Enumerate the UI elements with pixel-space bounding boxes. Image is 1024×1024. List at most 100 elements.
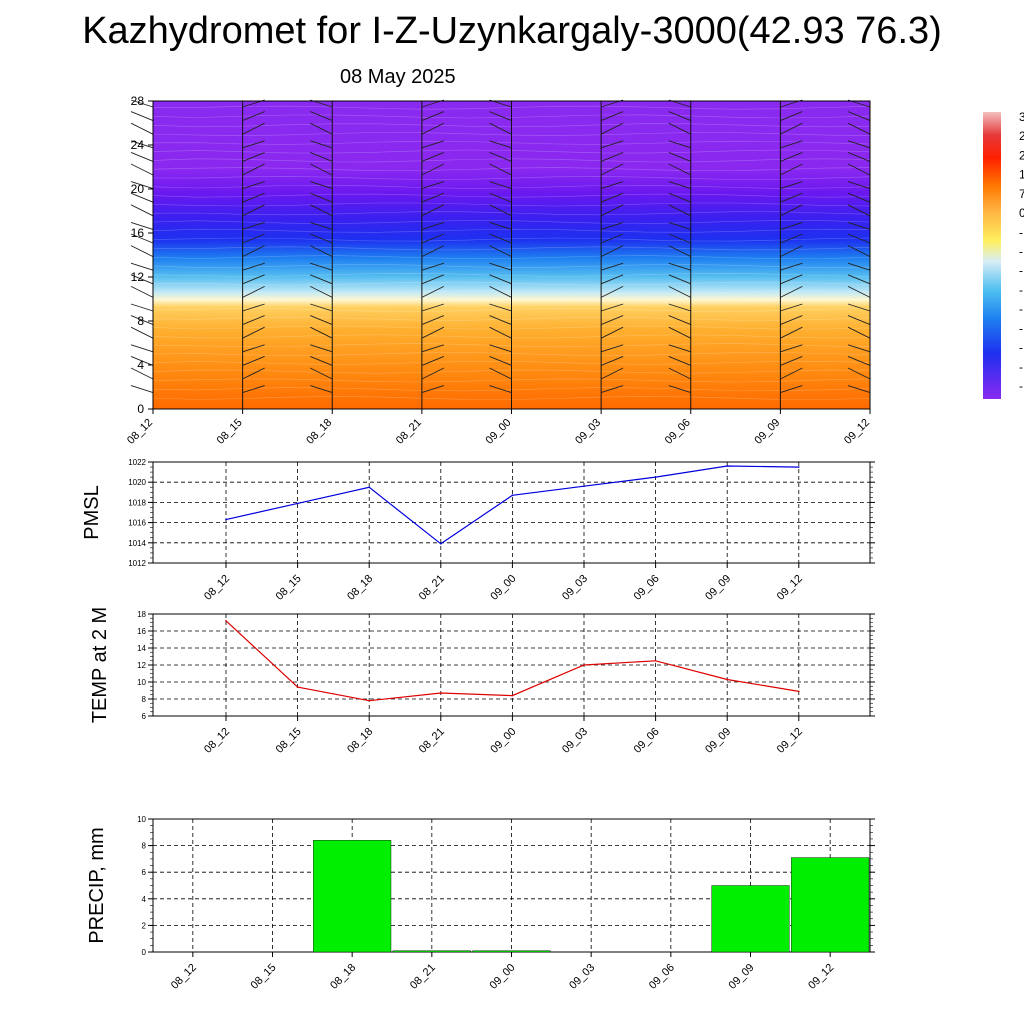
barb-flag (310, 111, 333, 122)
colorbar-label: 0 (1019, 206, 1024, 220)
barb-flag (421, 344, 445, 353)
barb-flag (489, 344, 512, 353)
barb-flag (780, 181, 803, 190)
barb-flag (847, 385, 871, 394)
barb-flag (130, 111, 154, 122)
precip-panel: 0 2 4 6 8 10 08_12 08_15 08_18 08_21 09_00 09_03 09_… (86, 815, 875, 992)
barb-flag (489, 204, 512, 217)
y-tick-label: 4 (137, 358, 144, 372)
x-tick-label: 08_21 (417, 726, 447, 756)
y-tick-label: 12 (137, 661, 146, 670)
colorbar-label: 3 (1019, 110, 1024, 124)
barb-flag (847, 192, 871, 203)
barb-flag (780, 303, 803, 312)
barb-flag (780, 163, 803, 176)
x-tick-label: 09_12 (806, 962, 836, 992)
barb-flag (668, 344, 691, 353)
barb-flag (780, 344, 803, 353)
barb-flag (600, 233, 624, 244)
colorbar-label: 1 (1019, 168, 1024, 182)
barb-flag (130, 274, 154, 285)
barb-flag (780, 151, 803, 162)
barb-flag (310, 122, 333, 135)
barb-flag (489, 367, 512, 380)
barb-flag (421, 151, 445, 162)
barb-flag (242, 140, 265, 149)
colorbar-label: - (1019, 379, 1023, 393)
barb-flag (310, 233, 333, 244)
barb-flag (668, 315, 691, 326)
barb-flag (310, 385, 333, 394)
barb-flag (847, 122, 871, 135)
barb-flag (847, 303, 871, 312)
barb-flag (130, 221, 154, 230)
barb-flag (847, 233, 871, 244)
data-point (654, 659, 657, 662)
data-point (296, 686, 299, 688)
x-tick-label: 08_18 (328, 962, 358, 992)
barb-flag (489, 181, 512, 190)
barb-flag (310, 221, 333, 230)
barb-flag (847, 367, 871, 380)
barb-flag (130, 204, 154, 217)
series-line (225, 620, 799, 702)
barb-flag (600, 122, 624, 135)
barb-flag (780, 245, 803, 258)
barb-flag (847, 344, 871, 353)
data-point (440, 692, 442, 694)
y-axis-title: PMSL (81, 485, 103, 539)
data-point (654, 476, 657, 478)
barb-flag (489, 355, 512, 366)
barb-flag (847, 245, 871, 258)
precip-bar (711, 885, 790, 953)
barb-flag (600, 181, 624, 190)
heatmap-panel: 0 4 8 12 16 20 24 28 08_12 08_15 08_18 08_21 09_00 09… (125, 94, 872, 447)
y-tick-label: 0 (142, 948, 147, 957)
y-tick-label: 16 (131, 226, 145, 240)
barb-flag (489, 385, 512, 394)
chart-date: 08 May 2025 (340, 66, 456, 88)
barb-flag (780, 326, 803, 339)
barb-flag (600, 385, 624, 394)
barb-flag (847, 151, 871, 162)
barb-flag (310, 355, 333, 366)
y-tick-label: 1020 (128, 478, 146, 487)
data-point (798, 690, 800, 693)
barb-flag (242, 344, 265, 353)
y-tick-label: 1018 (128, 498, 146, 507)
barb-flag (600, 355, 624, 366)
x-tick-label: 08_15 (249, 962, 279, 992)
data-point (368, 486, 371, 489)
barb-flag (668, 285, 691, 298)
barb-flag (600, 204, 624, 217)
barb-flag (847, 262, 871, 271)
barb-flag (242, 355, 265, 366)
data-point (511, 494, 514, 497)
barb-flag (668, 122, 691, 135)
barb-flag (668, 262, 691, 271)
barb-flag (600, 344, 624, 353)
barb-flag (242, 233, 265, 244)
x-tick-label: 09_06 (632, 726, 662, 756)
barb-flag (130, 151, 154, 162)
y-tick-label: 10 (137, 678, 146, 687)
barb-flag (310, 274, 333, 285)
barb-flag (780, 122, 803, 135)
barb-flag (421, 111, 445, 122)
barb-flag (242, 111, 265, 122)
x-tick-label: 08_15 (215, 417, 245, 447)
barb-flag (242, 204, 265, 217)
barb-flag (421, 385, 445, 394)
barb-flag (130, 367, 154, 380)
data-point (225, 518, 227, 521)
y-tick-label: 24 (131, 138, 145, 152)
barb-flag (780, 204, 803, 217)
precip-bar (472, 950, 551, 953)
barb-flag (130, 192, 154, 203)
x-tick-label: 09_03 (573, 417, 603, 447)
barb-flag (421, 233, 445, 244)
x-tick-label: 08_15 (274, 726, 304, 756)
x-tick-label: 09_00 (488, 962, 518, 992)
y-tick-label: 18 (137, 610, 146, 619)
barb-flag (668, 151, 691, 162)
